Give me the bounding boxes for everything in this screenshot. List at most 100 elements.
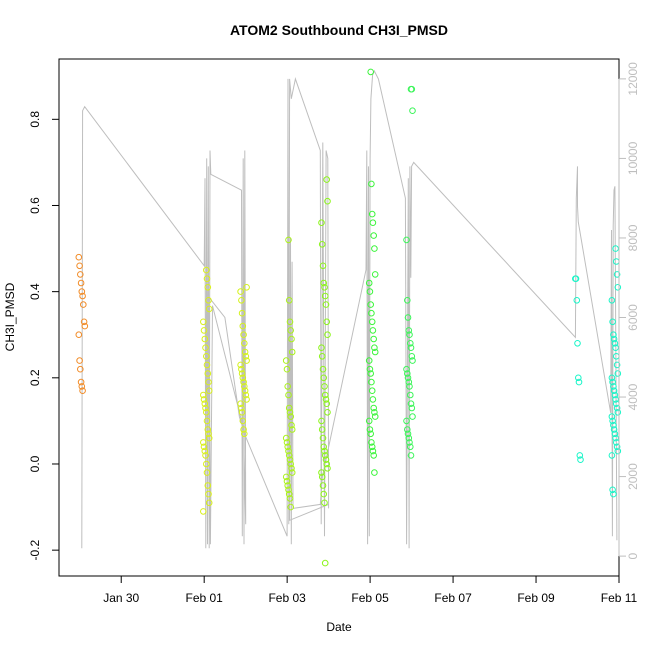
data-point (285, 391, 292, 399)
data-point (283, 365, 291, 373)
data-point (283, 477, 291, 485)
data-point (285, 452, 293, 459)
data-point (366, 426, 374, 433)
data-point (201, 447, 209, 455)
data-point (241, 340, 248, 347)
data-point (323, 460, 331, 468)
data-point (200, 396, 208, 403)
data-point (238, 297, 245, 304)
data-point (238, 309, 246, 317)
data-point (408, 404, 416, 412)
data-point (319, 482, 327, 489)
data-point (201, 335, 209, 343)
data-point (318, 417, 325, 425)
y-tick-label: 0.2 (28, 369, 42, 386)
data-point (406, 383, 413, 390)
data-point (287, 460, 295, 468)
data-point (321, 499, 328, 507)
y-tick-label: -0.2 (28, 539, 42, 560)
data-point (577, 456, 584, 464)
data-point (407, 340, 414, 347)
data-point (205, 490, 212, 498)
data-point (318, 344, 325, 352)
data-point (609, 417, 616, 425)
data-point (367, 370, 375, 377)
data-point (286, 409, 294, 416)
data-point (200, 443, 208, 451)
data-point (367, 430, 375, 438)
data-point (76, 357, 83, 364)
data-point (614, 370, 622, 377)
data-point (284, 383, 292, 390)
data-point (403, 236, 410, 244)
secondary-y-axis: 0 2000 4000 6000 8000 10000 12000 (618, 62, 640, 559)
data-point (323, 400, 331, 408)
data-point (285, 447, 292, 455)
data-point (371, 469, 378, 476)
data-point (241, 348, 249, 356)
x-tick-label: Feb 07 (434, 591, 472, 605)
data-point (76, 262, 83, 270)
data-point (288, 469, 296, 476)
data-point (285, 490, 293, 498)
y-tick-label: 0.4 (28, 283, 42, 300)
data-point (365, 357, 373, 364)
data-point (407, 344, 415, 352)
data-point (573, 297, 581, 304)
data-point (282, 357, 290, 364)
data-point (202, 344, 209, 352)
data-point (366, 288, 374, 295)
data-point (611, 430, 619, 438)
data-point (81, 322, 89, 330)
y2-tick-label: 4000 (626, 383, 640, 410)
data-point (240, 378, 247, 386)
y2-tick-label: 8000 (626, 224, 640, 251)
data-point (613, 271, 621, 278)
data-point (318, 426, 326, 433)
data-point (322, 301, 330, 308)
data-point (320, 443, 328, 451)
x-axis-label: Date (326, 620, 352, 634)
data-point (407, 400, 415, 408)
data-point (405, 327, 413, 334)
data-point (321, 292, 329, 300)
data-point (324, 197, 331, 205)
data-point (239, 374, 247, 382)
data-point (371, 271, 379, 278)
data-point (608, 413, 616, 420)
data-point (614, 284, 622, 291)
data-point (321, 284, 328, 291)
x-tick-label: Feb 03 (268, 591, 306, 605)
data-point (367, 301, 375, 308)
data-point (322, 456, 330, 464)
plot-frame (58, 58, 620, 577)
data-point (366, 365, 374, 373)
data-point (203, 353, 210, 360)
data-point (610, 335, 618, 343)
data-point (239, 417, 247, 425)
data-point (370, 404, 378, 412)
data-point (608, 452, 616, 459)
y-tick-label: 0.0 (28, 455, 42, 472)
data-point (575, 374, 582, 382)
data-point (286, 495, 294, 502)
data-point (318, 473, 326, 481)
data-point (205, 387, 213, 395)
data-point (370, 335, 378, 343)
data-point (370, 452, 378, 459)
data-point (283, 439, 291, 446)
data-point (200, 318, 207, 326)
data-point (240, 426, 247, 433)
data-point (368, 318, 376, 326)
data-point (405, 434, 413, 442)
data-point (282, 434, 290, 442)
data-point (371, 348, 379, 356)
y2-tick-label: 12000 (626, 62, 640, 96)
data-point (320, 490, 328, 498)
data-point (369, 219, 377, 226)
data-point (287, 503, 295, 511)
data-point (365, 417, 373, 425)
data-point (285, 236, 292, 244)
data-point (205, 499, 213, 507)
